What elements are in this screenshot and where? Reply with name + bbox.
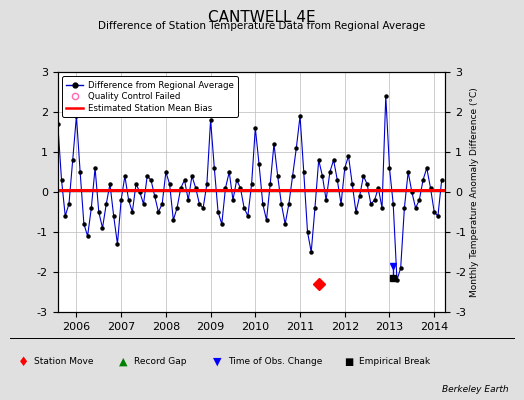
Text: ■: ■ <box>344 357 353 367</box>
Text: Berkeley Earth: Berkeley Earth <box>442 385 508 394</box>
Y-axis label: Monthly Temperature Anomaly Difference (°C): Monthly Temperature Anomaly Difference (… <box>471 87 479 297</box>
Text: Record Gap: Record Gap <box>134 358 186 366</box>
Text: ▲: ▲ <box>119 357 127 367</box>
Text: ▼: ▼ <box>213 357 222 367</box>
Legend: Difference from Regional Average, Quality Control Failed, Estimated Station Mean: Difference from Regional Average, Qualit… <box>62 76 238 117</box>
Text: Station Move: Station Move <box>34 358 94 366</box>
Text: CANTWELL 4E: CANTWELL 4E <box>208 10 316 25</box>
Text: Time of Obs. Change: Time of Obs. Change <box>228 358 322 366</box>
Text: Empirical Break: Empirical Break <box>359 358 430 366</box>
Text: Difference of Station Temperature Data from Regional Average: Difference of Station Temperature Data f… <box>99 21 425 31</box>
Text: ♦: ♦ <box>18 356 29 368</box>
